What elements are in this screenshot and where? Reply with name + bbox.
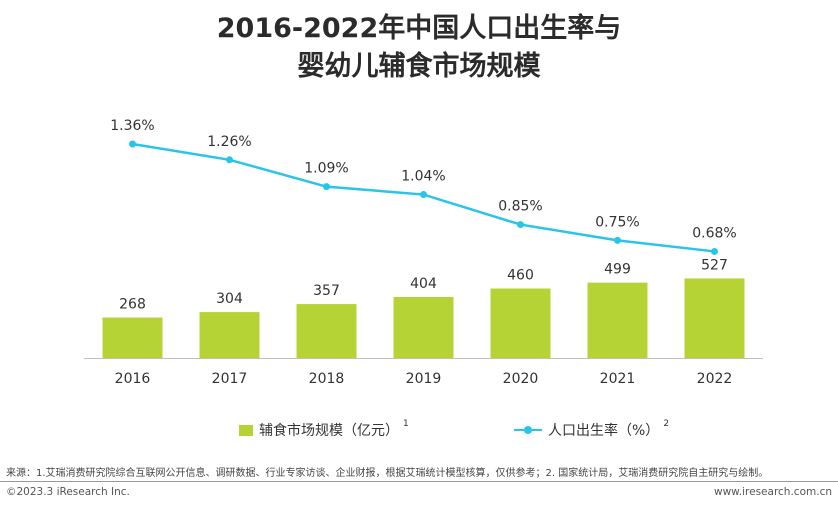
birth-rate-label-2022: 0.68% bbox=[692, 225, 736, 241]
x-tick-2018: 2018 bbox=[309, 371, 345, 387]
chart-area: 268 2016 304 2017 357 2018 404 2019 460 2020 499 20… bbox=[84, 118, 763, 387]
birth-rate-label-2021: 0.75% bbox=[595, 214, 639, 230]
bar-label-2019: 404 bbox=[410, 276, 437, 292]
legend-label-birth-rate: 人口出生率（%） bbox=[548, 423, 660, 439]
website-link[interactable]: www.iresearch.com.cn bbox=[713, 486, 832, 498]
birth-rate-point-2022 bbox=[711, 247, 718, 255]
birth-rate-label-2020: 0.85% bbox=[498, 199, 542, 215]
source-note: 来源：1.艾瑞消费研究院综合互联网公开信息、调研数据、行业专家访谈、企业财报，根… bbox=[6, 468, 769, 479]
x-tick-2019: 2019 bbox=[406, 371, 442, 387]
birth-rate-label-2018: 1.09% bbox=[304, 161, 348, 177]
birth-rate-label-2016: 1.36% bbox=[110, 118, 154, 134]
birth-rate-point-2017 bbox=[226, 156, 233, 164]
legend-item-market-size: 辅食市场规模（亿元） 1 bbox=[239, 419, 409, 441]
x-tick-2022: 2022 bbox=[697, 371, 733, 387]
bar-label-2018: 357 bbox=[313, 283, 340, 299]
birth-rate-point-2020 bbox=[517, 221, 524, 229]
x-tick-2017: 2017 bbox=[212, 371, 248, 387]
legend-item-birth-rate: 人口出生率（%） 2 bbox=[514, 419, 669, 441]
bar-2019 bbox=[393, 296, 454, 358]
footer-divider bbox=[0, 481, 838, 482]
legend-note-1: 1 bbox=[403, 419, 409, 429]
bar-2022 bbox=[684, 278, 745, 358]
bar-2020 bbox=[490, 288, 551, 358]
bar-label-2021: 499 bbox=[604, 262, 631, 278]
legend-swatch-bar bbox=[239, 424, 253, 436]
legend-note-2: 2 bbox=[663, 419, 670, 429]
chart-title-line1: 2016-2022年中国人口出生率与 bbox=[216, 13, 622, 44]
bar-label-2017: 304 bbox=[216, 291, 243, 307]
legend-swatch-line bbox=[514, 426, 542, 434]
x-tick-2021: 2021 bbox=[600, 371, 636, 387]
birth-rate-point-2021 bbox=[614, 236, 621, 244]
birth-rate-label-2017: 1.26% bbox=[207, 134, 251, 150]
bar-2016 bbox=[102, 317, 163, 358]
bar-label-2022: 527 bbox=[701, 257, 728, 273]
birth-rate-label-2019: 1.04% bbox=[401, 169, 445, 185]
birth-rate-point-2019 bbox=[420, 191, 427, 199]
chart-title-line2: 婴幼儿辅食市场规模 bbox=[297, 51, 541, 82]
x-tick-2020: 2020 bbox=[503, 371, 539, 387]
legend-label-market-size: 辅食市场规模（亿元） bbox=[259, 423, 399, 439]
birth-rate-point-2016 bbox=[129, 140, 136, 148]
bar-label-2020: 460 bbox=[507, 268, 534, 284]
bar-2018 bbox=[296, 304, 357, 358]
birth-rate-point-2018 bbox=[323, 183, 330, 191]
bar-label-2016: 268 bbox=[119, 297, 146, 313]
x-tick-2016: 2016 bbox=[115, 371, 151, 387]
copyright-text: ©2023.3 iResearch Inc. bbox=[6, 486, 130, 498]
bar-2017 bbox=[199, 312, 260, 358]
bar-2021 bbox=[587, 282, 648, 358]
